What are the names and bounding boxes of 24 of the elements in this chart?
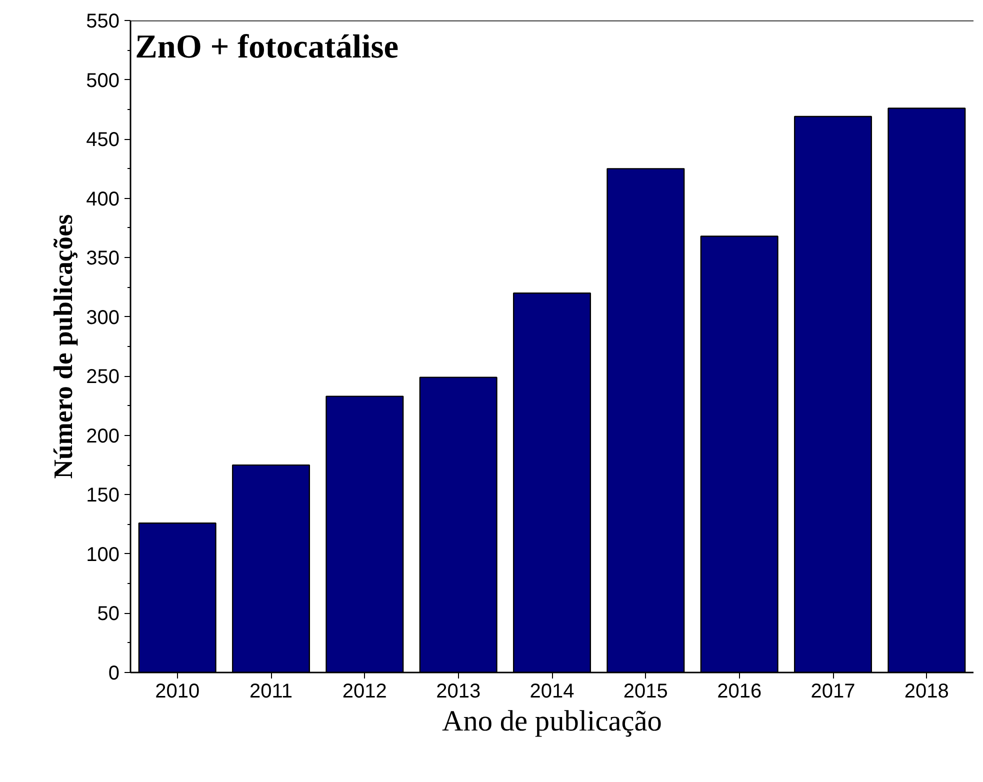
x-tick-label: 2013 — [436, 680, 481, 702]
x-tick-label: 2016 — [717, 680, 762, 702]
x-axis-title: Ano de publicação — [442, 706, 662, 738]
x-tick-label: 2011 — [249, 680, 293, 702]
x-tick-label: 2015 — [623, 680, 668, 702]
y-tick-label: 550 — [86, 10, 120, 32]
y-tick-label: 100 — [86, 544, 120, 566]
x-tick-label: 2012 — [342, 680, 387, 702]
x-tick-label: 2017 — [810, 680, 856, 702]
x-tick-label: 2010 — [155, 680, 200, 702]
y-tick-label: 150 — [86, 484, 120, 507]
y-tick-label: 200 — [86, 425, 120, 448]
y-tick-label: 400 — [86, 188, 120, 210]
y-tick-label: 0 — [108, 662, 120, 684]
y-tick-label: 50 — [97, 603, 120, 626]
y-tick-label: 250 — [86, 366, 120, 388]
y-axis-title: Número de publicações — [48, 214, 78, 479]
chart-title: ZnO + fotocatálise — [135, 28, 399, 66]
y-tick-label: 450 — [86, 129, 120, 152]
x-tick-label: 2018 — [904, 680, 949, 702]
x-tick-label: 2014 — [530, 680, 574, 702]
y-tick-label: 350 — [86, 248, 120, 270]
y-tick-label: 500 — [86, 70, 120, 92]
y-tick-label: 300 — [86, 306, 120, 329]
